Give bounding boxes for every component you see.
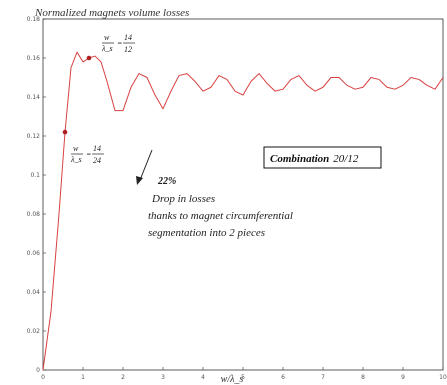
x-tick-label: 8 <box>361 374 365 381</box>
y-tick-label: 0.02 <box>27 328 41 335</box>
x-tick-label: 5 <box>241 374 245 381</box>
x-tick-label: 10 <box>439 374 447 381</box>
x-tick-label: 6 <box>281 374 285 381</box>
x-tick-label: 4 <box>201 374 205 381</box>
frac-upper-prefix: w <box>104 33 110 42</box>
y-tick-label: 0.08 <box>27 211 41 218</box>
drop-text-3: segmentation into 2 pieces <box>148 227 265 239</box>
drop-text-2: thanks to magnet circumferential <box>148 210 293 222</box>
x-tick-label: 2 <box>121 374 125 381</box>
y-tick-label: 0.06 <box>27 250 41 257</box>
frac-lower-eq: = <box>86 150 91 159</box>
frac-upper-den: 12 <box>124 45 132 54</box>
marker-label-upper: w λ_s = 14 12 <box>101 33 135 54</box>
frac-lower-den: 24 <box>93 156 101 165</box>
x-tick-label: 1 <box>81 374 85 381</box>
chart-title: Normalized magnets volume losses <box>34 7 189 19</box>
data-marker <box>86 55 92 61</box>
y-tick-label: 0.04 <box>27 289 41 296</box>
y-tick-label: 0.12 <box>27 133 41 140</box>
frac-upper-num: 14 <box>124 33 132 42</box>
frac-lower-num: 14 <box>93 144 101 153</box>
plot-frame <box>42 18 444 371</box>
drop-percent: 22% <box>157 176 176 187</box>
y-tick-label: 0.18 <box>27 16 41 23</box>
series-lines <box>42 51 444 371</box>
y-tick-label: 0.1 <box>30 172 40 179</box>
combination-box-border <box>263 146 382 169</box>
combination-label: Combination 20/12 <box>270 153 359 165</box>
data-marker <box>62 129 68 135</box>
x-tick-label: 0 <box>41 374 45 381</box>
frac-lower-prefix: w <box>73 144 79 153</box>
series-line <box>42 51 444 371</box>
marker-label-lower: w λ_s = 14 24 <box>70 144 104 165</box>
y-tick-label: 0.14 <box>27 94 41 101</box>
combination-box: Combination 20/12 <box>263 146 382 169</box>
y-tick-label: 0.16 <box>27 55 41 62</box>
frac-upper-eq: = <box>117 39 122 48</box>
series-markers <box>62 55 92 135</box>
drop-text-1: Drop in losses <box>151 193 215 205</box>
x-tick-label: 9 <box>401 374 405 381</box>
y-axis: 0 0.02 0.04 0.06 0.08 0.1 0.12 0.14 0.16 0.18 <box>27 16 46 374</box>
drop-arrow-head <box>136 176 143 185</box>
x-axis-label: w/λ_s <box>221 374 244 385</box>
frac-lower-prefix-den: λ_s <box>70 155 82 164</box>
x-tick-label: 7 <box>321 374 325 381</box>
drop-arrow-line <box>139 149 153 181</box>
frac-upper-prefix-den: λ_s <box>101 44 113 53</box>
y-tick-label: 0 <box>36 367 40 374</box>
x-tick-label: 3 <box>161 374 165 381</box>
